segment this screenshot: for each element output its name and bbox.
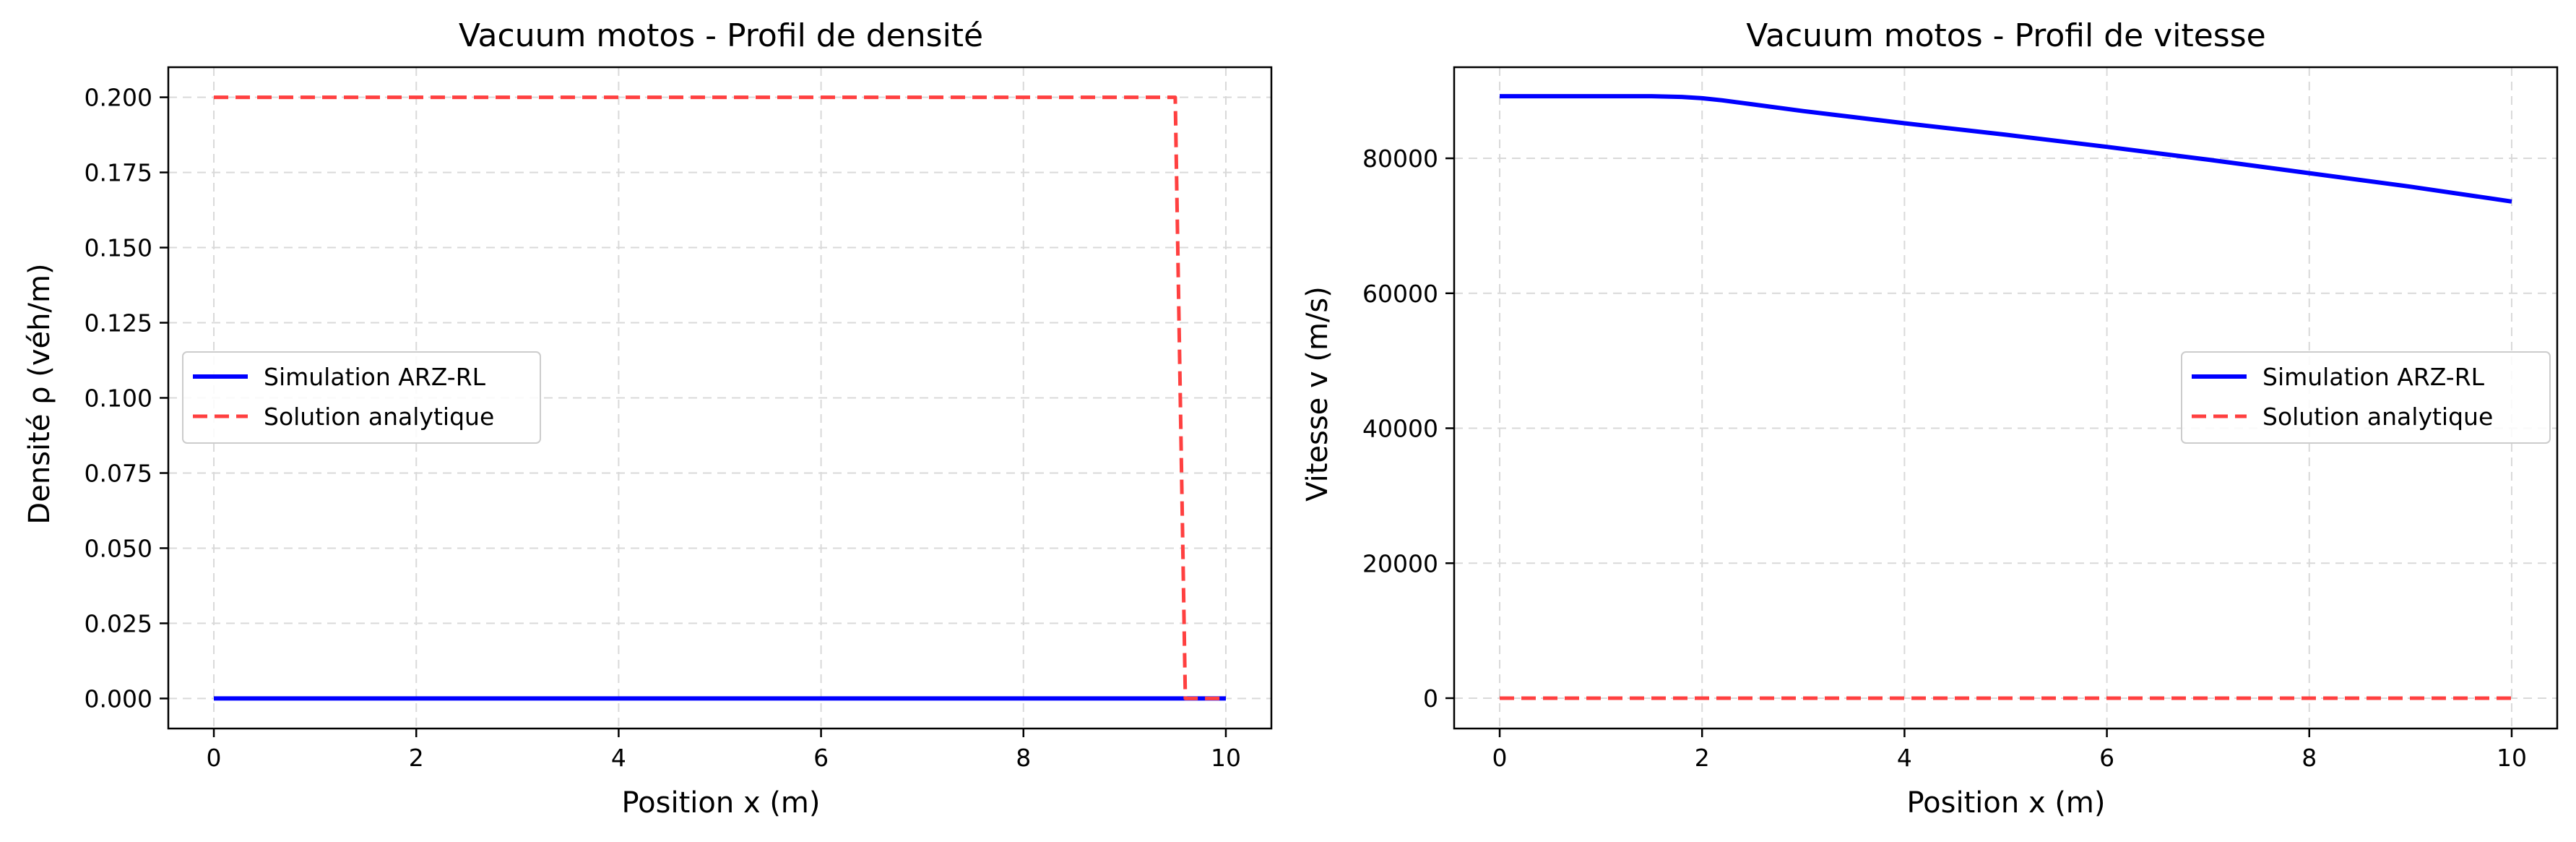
x-axis-label: Position x (m)	[1906, 786, 2105, 820]
simulation-series-line	[1500, 94, 2512, 204]
x-tick-label: 4	[1897, 744, 1912, 772]
y-tick-label: 0.025	[85, 609, 152, 637]
x-tick-label: 10	[2497, 744, 2527, 772]
y-tick-label: 0.175	[85, 159, 152, 187]
density-chart: Vacuum motos - Profil de densité Positio…	[23, 17, 1273, 820]
y-tick-label: 20000	[1362, 549, 1438, 577]
y-tick-label: 0.150	[85, 234, 152, 262]
legend-label: Simulation ARZ-RL	[264, 363, 486, 391]
x-tick-label: 2	[1695, 744, 1710, 772]
x-axis-label: Position x (m)	[621, 786, 820, 820]
legend-label: Solution analytique	[2262, 403, 2493, 431]
y-tick-label: 0.000	[85, 684, 152, 713]
y-tick-label: 60000	[1362, 280, 1438, 308]
y-axis-label: Vitesse v (m/s)	[1301, 286, 1334, 502]
y-tick-label: 0.125	[85, 309, 152, 338]
x-tick-label: 6	[2099, 744, 2114, 772]
plot-frame	[167, 66, 1273, 730]
x-tick-label: 8	[2301, 744, 2317, 772]
y-tick-label: 0.100	[85, 385, 152, 413]
chart-title: Vacuum motos - Profil de densité	[459, 17, 983, 54]
plot-frame	[1453, 66, 2559, 730]
y-tick-label: 40000	[1362, 415, 1438, 443]
y-tick-label: 0	[1423, 684, 1438, 713]
legend-box	[2181, 351, 2551, 444]
x-tick-label: 6	[813, 744, 829, 772]
y-tick-label: 0.050	[85, 534, 152, 562]
analytic-series-line	[214, 95, 1226, 700]
x-tick-label: 8	[1016, 744, 1031, 772]
legend-label: Solution analytique	[264, 403, 494, 431]
x-tick-label: 10	[1211, 744, 1241, 772]
y-tick-label: 80000	[1362, 145, 1438, 173]
velocity-chart: Vacuum motos - Profil de vitesse Positio…	[1301, 17, 2559, 820]
legend-label: Simulation ARZ-RL	[2262, 363, 2485, 391]
x-tick-label: 0	[207, 744, 222, 772]
legend: Simulation ARZ-RL Solution analytique	[182, 351, 541, 444]
x-tick-label: 0	[1492, 744, 1508, 772]
chart-title: Vacuum motos - Profil de vitesse	[1746, 17, 2265, 54]
y-axis-label: Densité ρ (véh/m)	[23, 263, 56, 524]
y-tick-label: 0.200	[85, 84, 152, 112]
legend-box	[182, 351, 541, 444]
legend: Simulation ARZ-RL Solution analytique	[2181, 351, 2551, 444]
x-tick-label: 2	[409, 744, 424, 772]
y-tick-label: 0.075	[85, 459, 152, 487]
x-tick-label: 4	[611, 744, 626, 772]
